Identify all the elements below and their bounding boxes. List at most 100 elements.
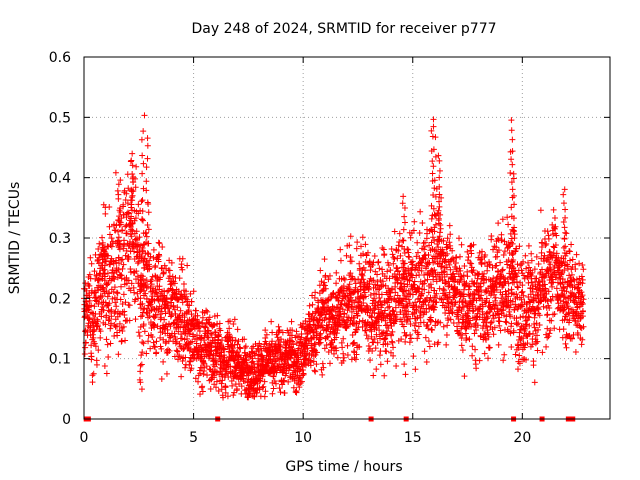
data-point bbox=[504, 261, 511, 268]
data-point bbox=[441, 268, 448, 275]
data-point bbox=[456, 253, 463, 260]
data-point bbox=[479, 303, 486, 310]
data-point bbox=[124, 200, 131, 207]
data-point bbox=[124, 209, 131, 216]
data-point bbox=[529, 269, 536, 276]
data-point bbox=[176, 353, 183, 360]
data-point bbox=[436, 229, 443, 236]
data-point bbox=[225, 373, 232, 380]
data-point bbox=[544, 325, 551, 332]
data-point bbox=[488, 319, 495, 326]
data-point bbox=[430, 163, 437, 170]
data-point bbox=[371, 336, 378, 343]
data-point bbox=[572, 294, 579, 301]
data-point bbox=[520, 258, 527, 265]
data-point bbox=[279, 381, 286, 388]
data-point bbox=[207, 330, 214, 337]
data-point bbox=[140, 321, 147, 328]
data-point bbox=[530, 330, 537, 337]
data-point bbox=[395, 247, 402, 254]
data-point bbox=[162, 310, 169, 317]
data-point bbox=[161, 262, 168, 269]
data-point bbox=[197, 370, 204, 377]
data-point bbox=[562, 214, 569, 221]
data-point bbox=[511, 201, 518, 208]
data-point bbox=[144, 155, 151, 162]
data-point bbox=[409, 274, 416, 281]
data-point bbox=[132, 296, 139, 303]
data-point bbox=[401, 260, 408, 267]
data-point bbox=[508, 258, 515, 265]
data-point bbox=[96, 240, 103, 247]
data-point bbox=[261, 393, 268, 400]
data-point bbox=[538, 249, 545, 256]
data-point bbox=[215, 333, 222, 340]
data-point bbox=[289, 374, 296, 381]
data-point bbox=[139, 170, 146, 177]
data-point bbox=[572, 348, 579, 355]
data-point bbox=[525, 242, 532, 249]
data-point bbox=[359, 272, 366, 279]
data-point bbox=[116, 320, 123, 327]
data-point bbox=[131, 217, 138, 224]
data-point bbox=[329, 339, 336, 346]
data-point bbox=[395, 268, 402, 275]
data-point bbox=[460, 293, 467, 300]
data-point bbox=[289, 327, 296, 334]
data-point bbox=[362, 293, 369, 300]
data-point bbox=[230, 345, 237, 352]
data-point bbox=[184, 262, 191, 269]
data-point bbox=[406, 339, 413, 346]
data-point bbox=[428, 226, 435, 233]
data-point bbox=[490, 331, 497, 338]
data-point bbox=[367, 291, 374, 298]
data-point bbox=[112, 227, 119, 234]
data-point bbox=[323, 311, 330, 318]
data-point bbox=[386, 275, 393, 282]
data-point bbox=[300, 370, 307, 377]
data-point bbox=[390, 308, 397, 315]
data-point bbox=[364, 249, 371, 256]
data-point bbox=[537, 207, 544, 214]
data-point bbox=[431, 287, 438, 294]
data-point bbox=[412, 366, 419, 373]
data-point bbox=[569, 256, 576, 263]
data-point bbox=[535, 326, 542, 333]
data-point bbox=[384, 341, 391, 348]
data-point bbox=[530, 362, 537, 369]
data-point bbox=[497, 271, 504, 278]
data-point bbox=[539, 266, 546, 273]
data-point bbox=[293, 328, 300, 335]
data-point bbox=[290, 384, 297, 391]
data-point bbox=[431, 185, 438, 192]
data-point bbox=[421, 246, 428, 253]
data-point bbox=[430, 146, 437, 153]
data-point bbox=[123, 190, 130, 197]
data-point bbox=[494, 305, 501, 312]
data-point bbox=[102, 210, 109, 217]
data-point bbox=[199, 314, 206, 321]
data-point bbox=[213, 361, 220, 367]
data-point bbox=[121, 241, 128, 248]
data-point bbox=[87, 254, 94, 261]
data-point bbox=[439, 246, 446, 253]
data-point bbox=[388, 338, 395, 345]
data-point bbox=[158, 375, 165, 382]
data-point bbox=[341, 319, 348, 326]
data-point bbox=[133, 163, 140, 170]
data-point bbox=[101, 362, 108, 369]
data-point bbox=[138, 253, 145, 260]
data-point bbox=[112, 299, 119, 306]
data-point bbox=[145, 226, 152, 233]
data-point bbox=[523, 331, 530, 338]
data-point bbox=[456, 265, 463, 272]
data-point bbox=[515, 320, 522, 327]
data-point bbox=[553, 250, 560, 257]
data-point bbox=[348, 258, 355, 265]
data-point bbox=[535, 306, 542, 313]
data-point bbox=[418, 267, 425, 274]
data-point bbox=[545, 333, 552, 340]
data-point bbox=[544, 334, 551, 341]
data-point bbox=[115, 234, 122, 241]
data-point bbox=[376, 265, 383, 272]
